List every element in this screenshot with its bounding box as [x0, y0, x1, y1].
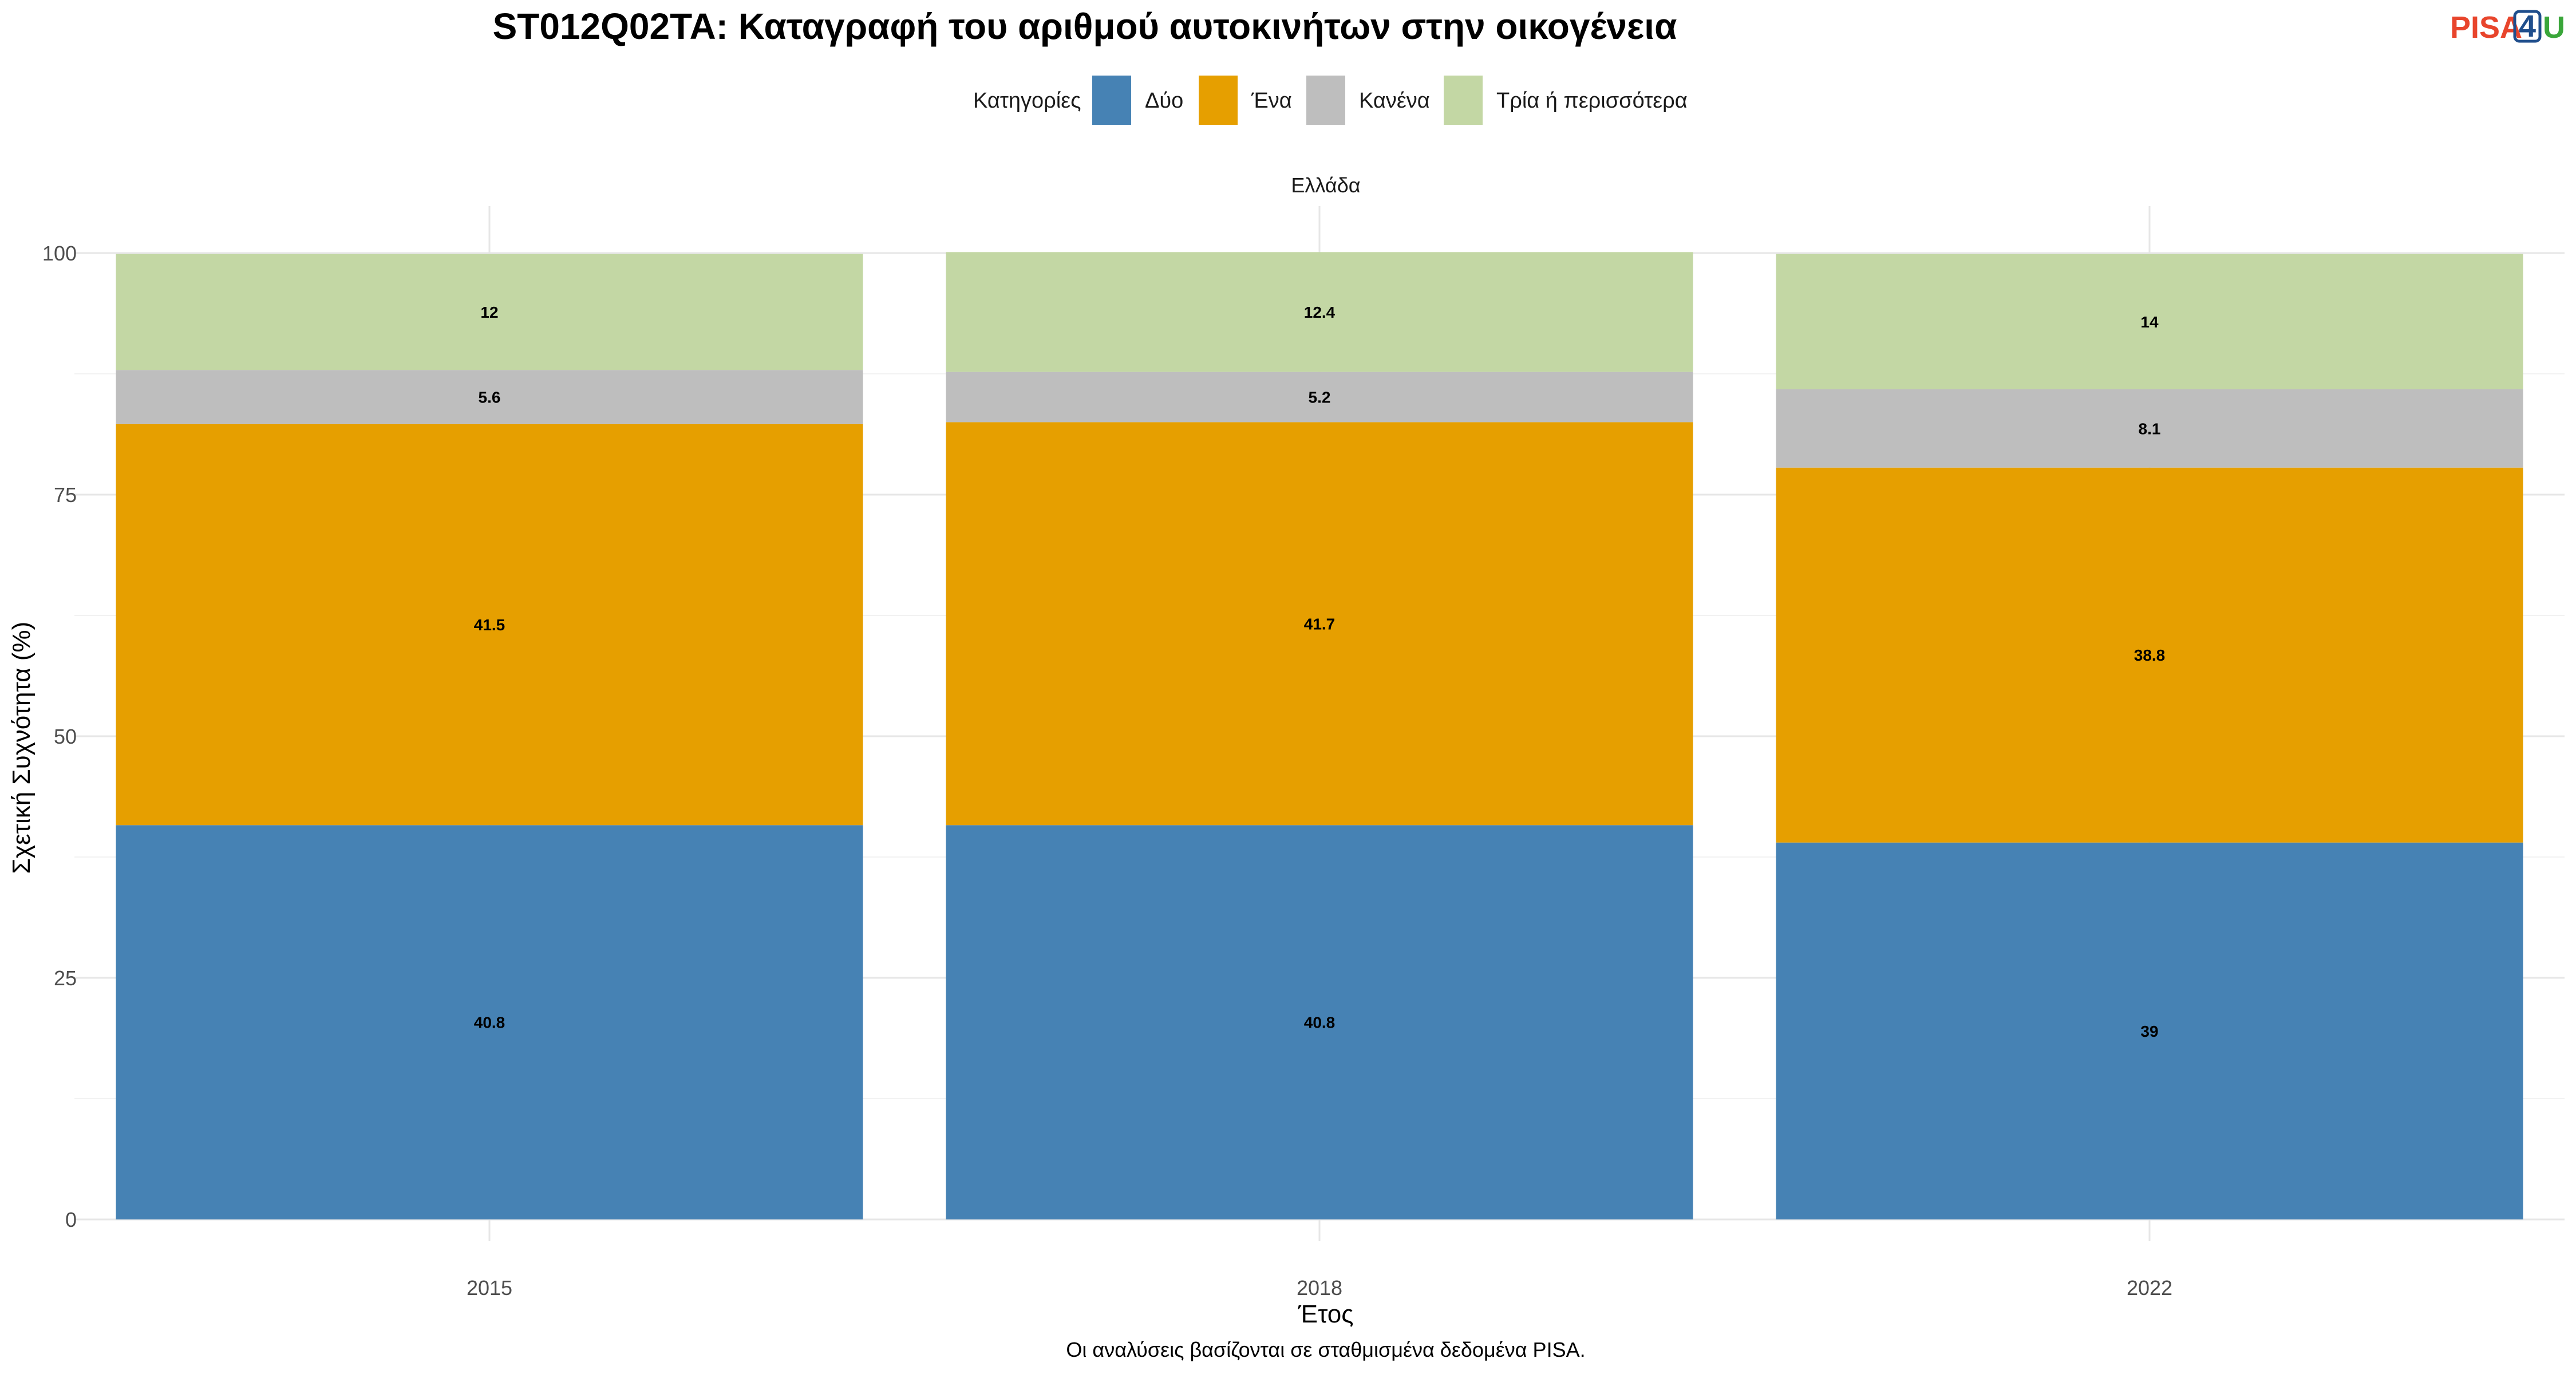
bar-label-2015-Ένα: 41.5	[474, 616, 505, 634]
bar-segment-2022-Κανένα	[1776, 389, 2523, 468]
y-axis-ticks: 0 25 50 75 100	[42, 242, 77, 1231]
legend-title: Κατηγορίες	[973, 89, 1081, 113]
facet-strip-label: Ελλάδα	[1291, 173, 1360, 197]
bar-label-2022-Τρία ή περισσότερα: 14	[2140, 313, 2159, 331]
svg-text:4: 4	[2519, 9, 2536, 44]
bar-segment-2018-Δύο	[946, 825, 1693, 1219]
y-axis-title: Σχετική Συχνότητα (%)	[7, 622, 35, 874]
bar-segment-2015-Ένα	[116, 424, 863, 826]
bar-segment-2022-Τρία ή περισσότερα	[1776, 254, 2523, 390]
svg-text:U: U	[2543, 10, 2565, 45]
bar-label-2018-Δύο: 40.8	[1304, 1014, 1336, 1032]
logo-pisa-text: PISA	[2450, 10, 2522, 45]
bar-label-2018-Κανένα: 5.2	[1309, 389, 1331, 406]
bar-label-2015-Κανένα: 5.6	[479, 389, 501, 406]
x-axis-ticks: 2015 2018 2022	[467, 1276, 2172, 1300]
y-tick-label: 0	[65, 1208, 77, 1231]
legend-label-Τρία ή περισσότερα: Τρία ή περισσότερα	[1496, 89, 1688, 113]
bar-segment-2018-Ένα	[946, 422, 1693, 826]
chart-title: ST012Q02TA: Καταγραφή του αριθμού αυτοκι…	[493, 6, 1677, 47]
x-tick-label: 2022	[2127, 1276, 2172, 1300]
bar-label-2022-Ένα: 38.8	[2134, 646, 2166, 664]
legend-label-Κανένα: Κανένα	[1359, 89, 1430, 113]
bar-label-2015-Δύο: 40.8	[474, 1014, 505, 1032]
bar-segment-2015-Δύο	[116, 825, 863, 1219]
bar-segment-2018-Τρία ή περισσότερα	[946, 252, 1693, 372]
logo-u-text: U	[2543, 10, 2565, 45]
logo-four-text: 4	[2519, 9, 2536, 44]
legend-key-Ένα	[1199, 76, 1238, 125]
bar-label-2015-Τρία ή περισσότερα: 12	[480, 303, 498, 321]
x-tick-label: 2015	[467, 1276, 512, 1300]
bar-segment-2015-Τρία ή περισσότερα	[116, 254, 863, 370]
x-tick-label: 2018	[1297, 1276, 1342, 1300]
y-tick-label: 75	[54, 483, 77, 507]
bar-segment-2018-Κανένα	[946, 372, 1693, 423]
legend-label-Ένα: Ένα	[1251, 89, 1292, 113]
svg-text:PISA: PISA	[2450, 10, 2522, 45]
bar-label-2018-Ένα: 41.7	[1304, 615, 1336, 633]
legend-key-Τρία ή περισσότερα	[1444, 76, 1483, 125]
x-axis-title: Έτος	[1298, 1300, 1354, 1328]
bar-segment-2015-Κανένα	[116, 370, 863, 424]
legend-key-Δύο	[1092, 76, 1131, 125]
bar-labels: 40.8 41.5 5.6 12 40.8 41.7 5.2 12.4 39 38.8 8.1 14	[474, 303, 2166, 1040]
bar-segment-2022-Δύο	[1776, 842, 2523, 1219]
bar-label-2022-Κανένα: 8.1	[2139, 420, 2161, 437]
bar-label-2018-Τρία ή περισσότερα: 12.4	[1304, 303, 1336, 321]
logo-four-box	[2513, 10, 2542, 43]
bars	[116, 252, 2523, 1219]
caption: Οι αναλύσεις βασίζονται σε σταθμισμένα δ…	[1066, 1338, 1585, 1361]
y-tick-label: 25	[54, 966, 77, 990]
legend-label-Δύο: Δύο	[1145, 89, 1183, 113]
bar-label-2022-Δύο: 39	[2140, 1022, 2158, 1040]
pisa4u-logo: PISA 4 U	[2450, 9, 2565, 45]
legend: Κατηγορίες Δύο Ένα Κανένα Τρία ή περισσότερ…	[973, 76, 1688, 125]
y-tick-label: 50	[54, 725, 77, 748]
bar-segment-2022-Ένα	[1776, 467, 2523, 843]
y-tick-label: 100	[42, 242, 77, 265]
legend-key-Κανένα	[1306, 76, 1345, 125]
